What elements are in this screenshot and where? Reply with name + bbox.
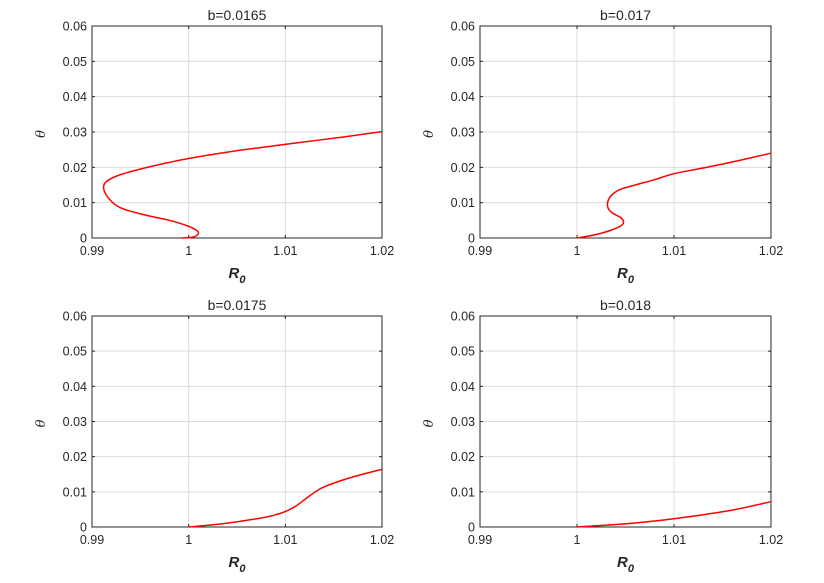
x-axis-label-sub: 0: [239, 563, 246, 575]
series-line: [102, 130, 383, 239]
y-tick-label: 0.06: [63, 310, 87, 324]
y-tick-label: 0.03: [451, 415, 475, 429]
x-axis-label-main: R: [617, 554, 628, 571]
x-axis-label-main: R: [617, 265, 628, 282]
y-tick-label: 0.06: [451, 310, 475, 324]
y-tick-label: 0.04: [63, 90, 87, 104]
y-tick-label: 0.03: [63, 415, 87, 429]
x-tick-label: 1.01: [662, 244, 686, 258]
y-tick-label: 0.02: [451, 450, 475, 464]
y-tick-label: 0.04: [63, 380, 87, 394]
y-tick-label: 0: [468, 232, 475, 246]
y-tick-label: 0.05: [451, 55, 475, 69]
y-tick-label: 0.01: [451, 196, 475, 210]
series-line: [576, 152, 772, 239]
x-axis-label-sub: 0: [239, 274, 246, 286]
x-tick-label: 1.01: [662, 533, 686, 547]
x-tick-label: 1.01: [273, 533, 297, 547]
y-tick-label: 0.04: [451, 90, 475, 104]
y-tick-label: 0.01: [63, 196, 87, 210]
subplot-title: b=0.0175: [208, 297, 267, 313]
series-line: [576, 500, 772, 528]
x-tick-label: 1: [574, 533, 581, 547]
x-axis-label-sub: 0: [628, 563, 635, 575]
y-tick-label: 0.06: [451, 20, 475, 34]
y-tick-label: 0.05: [63, 345, 87, 359]
y-axis-label: θ: [422, 130, 437, 138]
series-line: [188, 468, 383, 528]
subplot-3: 0.99 1 1.01 1.02 0 0.01 0.02 0.03 0.04 0.05 0.06 b=…: [34, 297, 394, 575]
x-axis-label-main: R: [229, 265, 240, 282]
x-axis-label: R0: [229, 265, 247, 286]
x-tick-label: 1.02: [370, 533, 394, 547]
x-axis-label-sub: 0: [628, 274, 635, 286]
subplot-4: 0.99 1 1.01 1.02 0 0.01 0.02 0.03 0.04 0.05 0.06 b=…: [422, 297, 783, 575]
y-tick-label: 0.03: [451, 126, 475, 140]
x-tick-label: 1.01: [273, 244, 297, 258]
y-tick-label: 0.02: [63, 161, 87, 175]
y-tick-label: 0.02: [63, 450, 87, 464]
subplot-title: b=0.017: [600, 7, 651, 23]
subplot-title: b=0.018: [600, 297, 651, 313]
x-tick-label: 0.99: [468, 244, 492, 258]
x-tick-label: 1.02: [370, 244, 394, 258]
x-axis-label: R0: [229, 554, 247, 575]
x-axis-label: R0: [617, 265, 635, 286]
x-tick-label: 1: [185, 533, 192, 547]
x-tick-label: 0.99: [80, 244, 104, 258]
x-tick-label: 1: [574, 244, 581, 258]
y-tick-label: 0.04: [451, 380, 475, 394]
y-tick-label: 0.01: [63, 485, 87, 499]
y-tick-label: 0: [80, 521, 87, 535]
y-tick-label: 0: [80, 232, 87, 246]
x-axis-label: R0: [617, 554, 635, 575]
y-tick-label: 0.01: [451, 485, 475, 499]
subplot-title: b=0.0165: [208, 7, 267, 23]
y-tick-label: 0.06: [63, 20, 87, 34]
y-tick-label: 0: [468, 521, 475, 535]
y-tick-label: 0.05: [63, 55, 87, 69]
y-axis-label: θ: [422, 419, 437, 427]
y-tick-label: 0.03: [63, 126, 87, 140]
x-tick-label: 1: [185, 244, 192, 258]
y-tick-label: 0.02: [451, 161, 475, 175]
subplot-2: 0.99 1 1.01 1.02 0 0.01 0.02 0.03 0.04 0.05 0.06 b=…: [422, 7, 783, 286]
x-tick-label: 0.99: [468, 533, 492, 547]
x-tick-label: 1.02: [759, 533, 783, 547]
x-axis-label-main: R: [229, 554, 240, 571]
subplot-1: 0.99 1 1.01 1.02 0 0.01 0.02 0.03 0.04 0.05 0.06 b=…: [34, 7, 394, 286]
y-axis-label: θ: [34, 419, 49, 427]
y-axis-label: θ: [34, 130, 49, 138]
x-tick-label: 0.99: [80, 533, 104, 547]
x-tick-label: 1.02: [759, 244, 783, 258]
y-tick-label: 0.05: [451, 345, 475, 359]
